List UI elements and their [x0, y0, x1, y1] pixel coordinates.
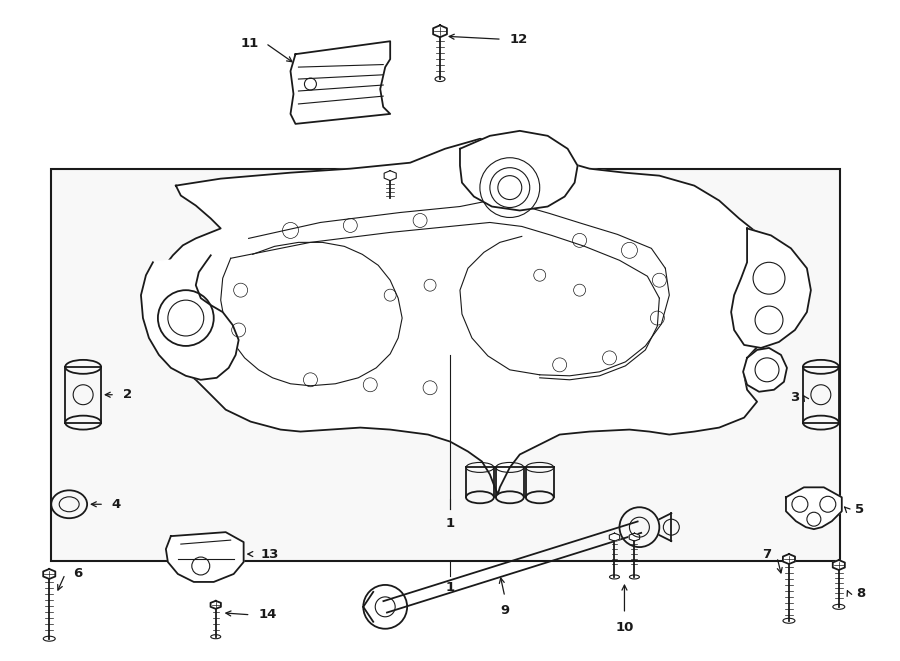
Polygon shape	[291, 41, 391, 124]
Text: 9: 9	[500, 604, 509, 617]
Polygon shape	[783, 554, 795, 564]
Text: 2: 2	[123, 388, 132, 401]
Bar	[50, 169, 841, 561]
Polygon shape	[166, 532, 244, 582]
Polygon shape	[141, 255, 239, 380]
Text: 14: 14	[258, 608, 277, 621]
Polygon shape	[731, 229, 811, 348]
Text: 11: 11	[240, 37, 258, 50]
Polygon shape	[786, 487, 842, 529]
Polygon shape	[629, 533, 640, 541]
Polygon shape	[743, 348, 787, 392]
Text: 6: 6	[73, 568, 83, 580]
Text: 3: 3	[789, 391, 799, 405]
Text: 12: 12	[509, 33, 528, 46]
Polygon shape	[433, 25, 447, 37]
Polygon shape	[460, 131, 578, 210]
Text: 4: 4	[111, 498, 121, 511]
Text: 1: 1	[446, 517, 454, 530]
Polygon shape	[211, 601, 220, 609]
Text: 5: 5	[855, 503, 864, 516]
Text: 8: 8	[857, 588, 866, 600]
Polygon shape	[43, 569, 55, 579]
Text: 13: 13	[261, 547, 279, 561]
Text: 1: 1	[446, 581, 454, 594]
Text: 7: 7	[762, 547, 771, 561]
Polygon shape	[609, 533, 620, 541]
Polygon shape	[832, 560, 845, 570]
Polygon shape	[153, 139, 807, 494]
Text: 10: 10	[616, 621, 634, 634]
